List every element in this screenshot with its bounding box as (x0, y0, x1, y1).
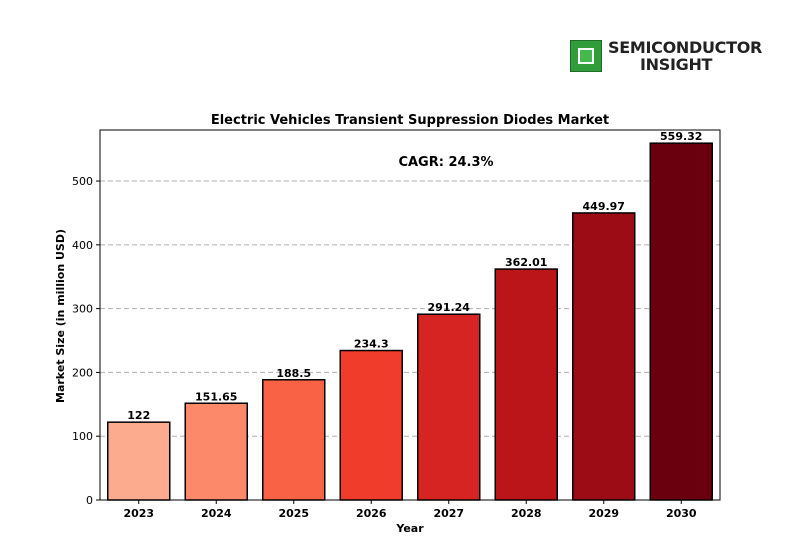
y-axis-label: Market Size (in million USD) (54, 229, 67, 403)
value-label-2027: 291.24 (428, 301, 471, 314)
value-label-2025: 188.5 (276, 367, 311, 380)
logo-text-line1: SEMICONDUCTOR (608, 38, 763, 57)
y-tick-label: 100 (72, 430, 93, 443)
x-tick-label: 2024 (201, 507, 232, 520)
bar-2030 (649, 142, 713, 501)
y-axis-ticks: 0 100 200 300 400 500 (72, 175, 100, 507)
bar-2023 (107, 421, 171, 501)
chart-title: Electric Vehicles Transient Suppression … (211, 113, 609, 128)
value-label-2026: 234.3 (354, 338, 389, 351)
x-tick-label: 2027 (433, 507, 464, 520)
x-tick-label: 2029 (588, 507, 619, 520)
chip-icon (570, 40, 602, 72)
y-tick-label: 0 (86, 494, 93, 507)
value-label-2028: 362.01 (505, 256, 547, 269)
value-label-2023: 122 (127, 409, 150, 422)
plot-frame (99, 129, 721, 501)
x-tick-label: 2023 (123, 507, 154, 520)
x-axis-ticks: 2023 2024 2025 2026 2027 2028 2029 2030 (123, 500, 697, 520)
cagr-annotation: CAGR: 24.3% (398, 155, 493, 170)
bar-2028 (494, 268, 558, 501)
bars (107, 142, 713, 501)
y-tick-label: 300 (72, 303, 93, 316)
x-tick-label: 2026 (356, 507, 387, 520)
bar-2029 (572, 212, 636, 501)
value-label-2024: 151.65 (195, 390, 237, 403)
semiconductor-insight-logo: SEMICONDUCTOR INSIGHT (570, 38, 763, 74)
value-labels: 122 151.65 188.5 234.3 291.24 362.01 449.97 559… (127, 130, 702, 422)
y-tick-label: 500 (72, 175, 93, 188)
y-tick-label: 400 (72, 239, 93, 252)
bar-2025 (262, 379, 326, 501)
logo-text-line2: INSIGHT (640, 55, 713, 74)
bar-2024 (184, 402, 248, 501)
bar-2026 (339, 349, 403, 501)
x-tick-label: 2025 (278, 507, 309, 520)
x-axis-label: Year (395, 522, 424, 535)
bar-2027 (417, 313, 481, 501)
y-tick-label: 200 (72, 366, 93, 379)
x-tick-label: 2030 (666, 507, 697, 520)
value-label-2030: 559.32 (660, 130, 702, 143)
x-tick-label: 2028 (511, 507, 542, 520)
value-label-2029: 449.97 (583, 200, 625, 213)
